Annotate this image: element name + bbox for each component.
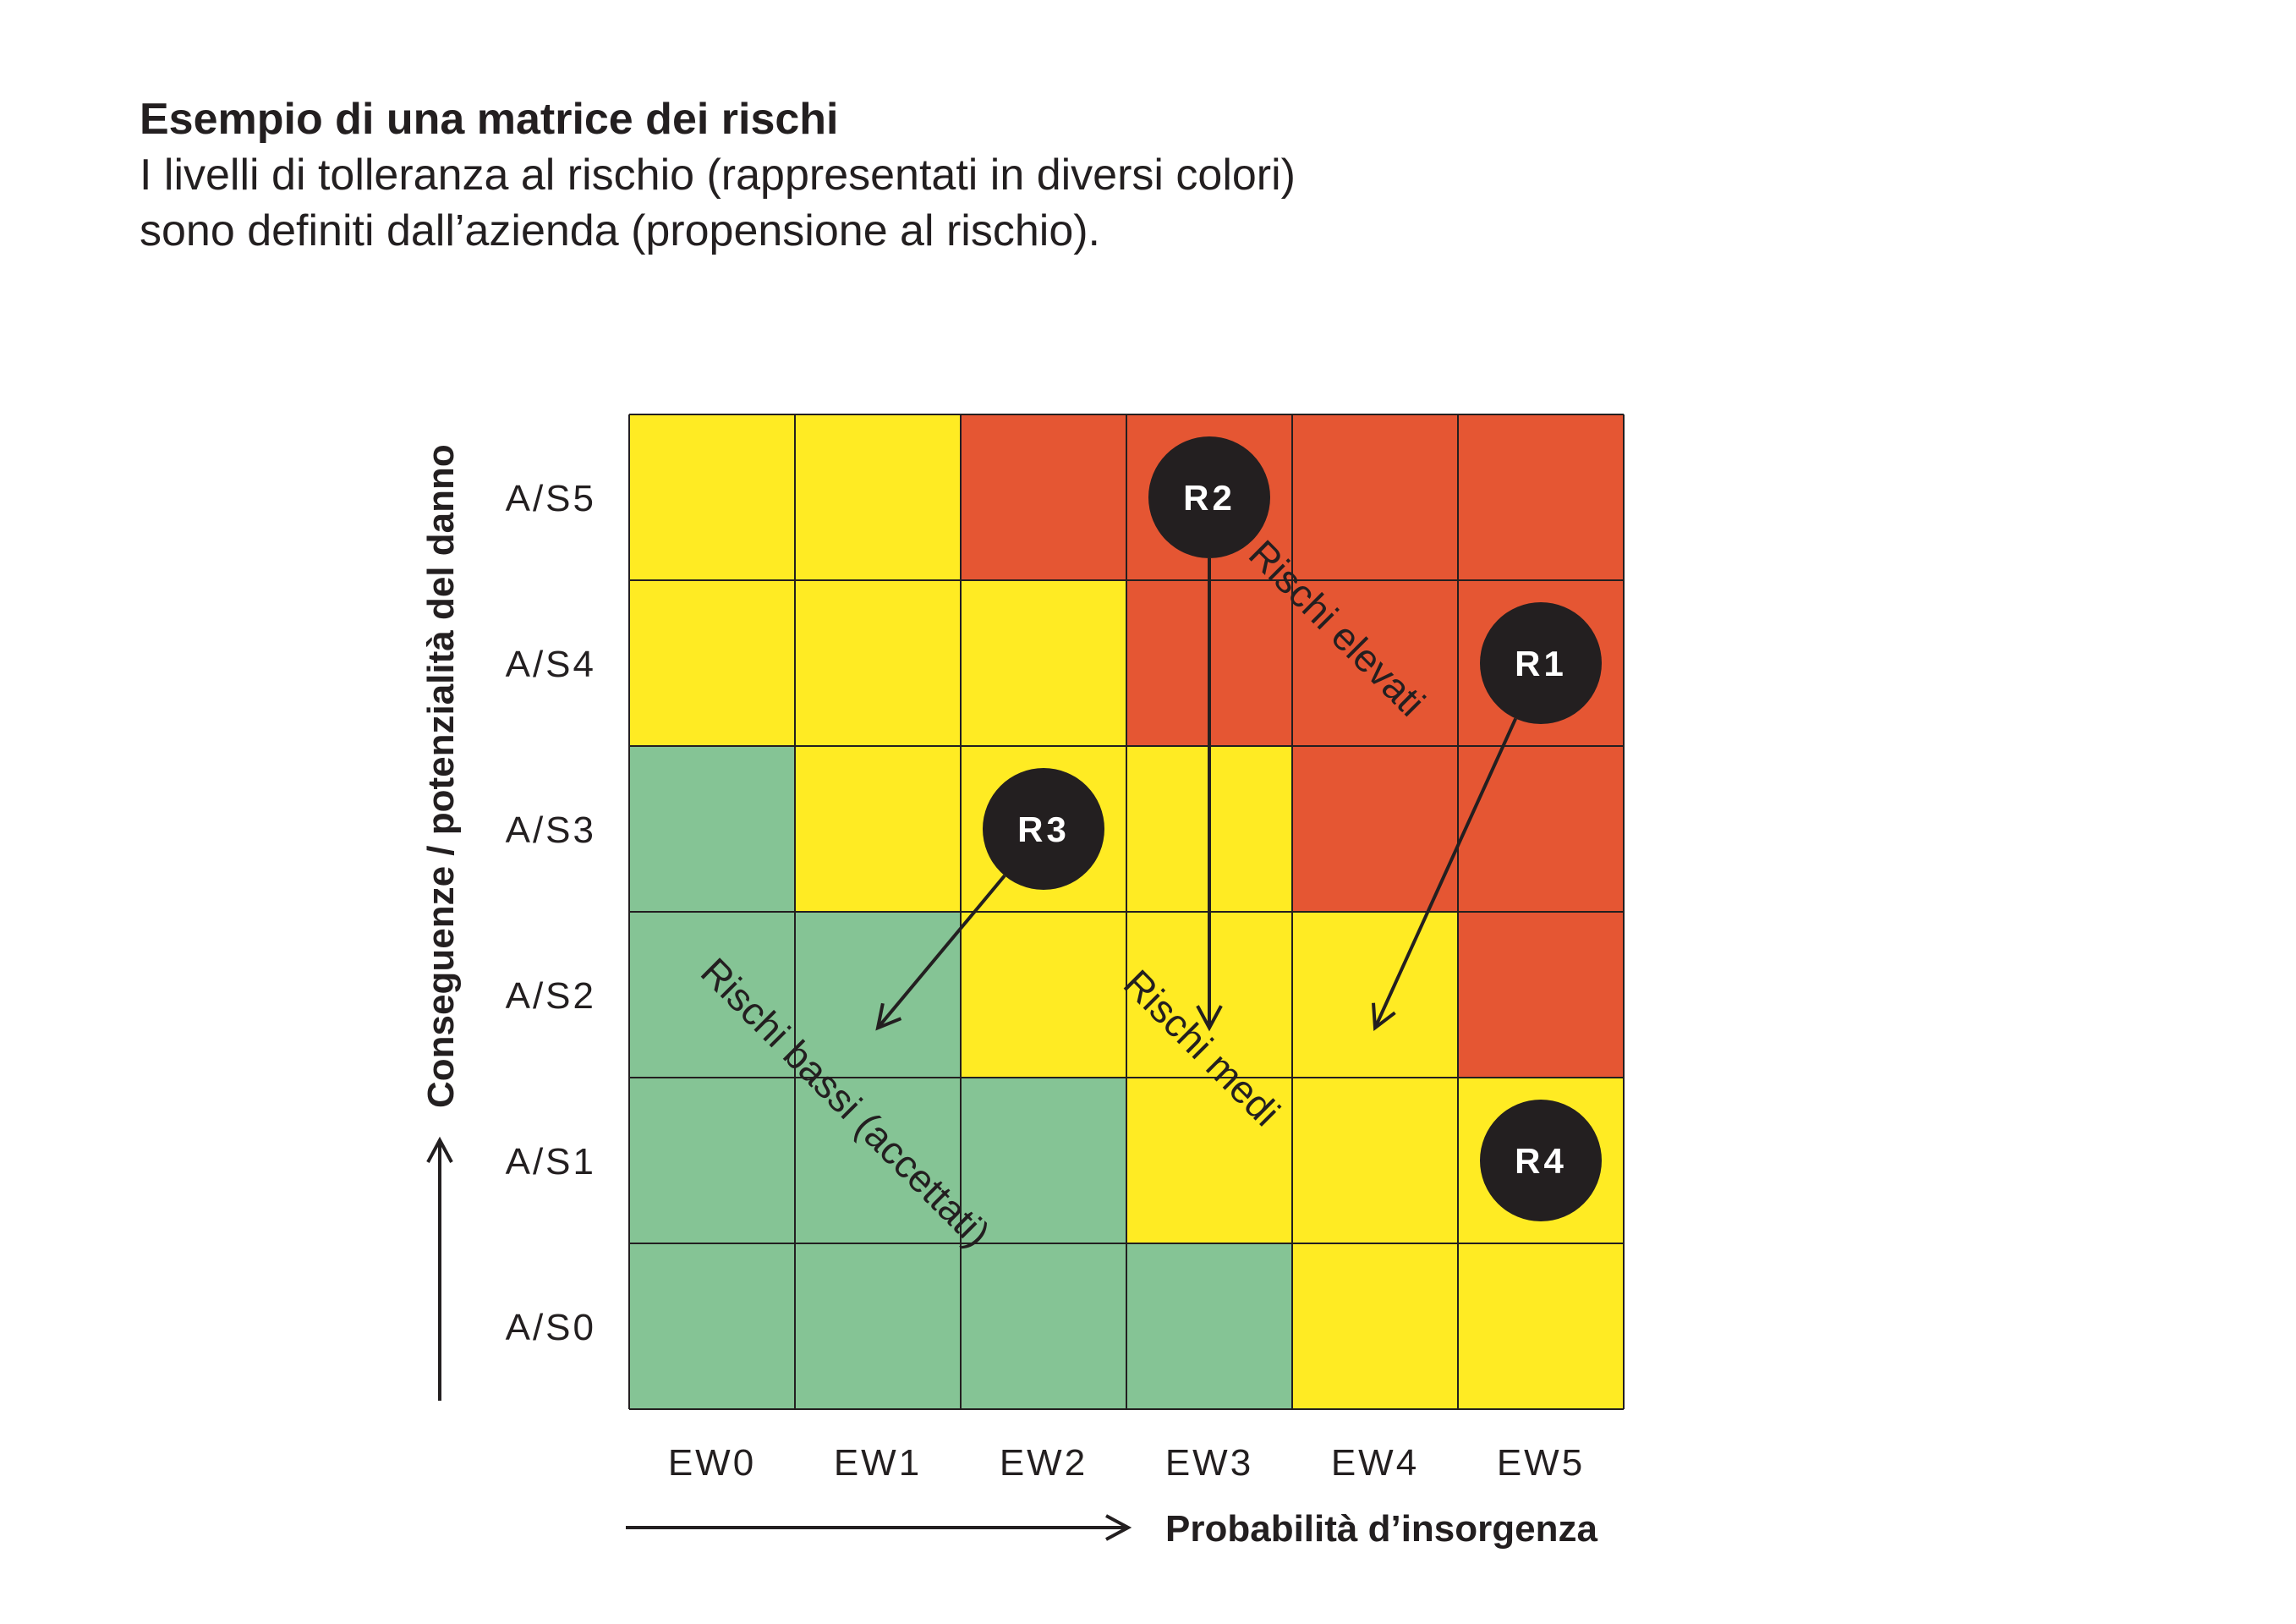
risk-circle	[983, 768, 1104, 890]
risk-circle	[1480, 1100, 1602, 1221]
risk-arrow-r3	[875, 875, 1006, 1031]
x-tick-label: EW4	[1331, 1442, 1419, 1484]
matrix-cell-ew1-as4	[795, 580, 961, 746]
matrix-cell-ew2-as5	[961, 414, 1126, 580]
matrix-cell-ew1-as2	[795, 912, 961, 1078]
risk-circle	[1148, 436, 1270, 558]
matrix-cell-ew4-as0	[1292, 1243, 1458, 1409]
heading: Esempio di una matrice dei rischi I live…	[140, 91, 2085, 259]
y-tick-label: A/S5	[506, 478, 596, 519]
risk-markers: R1 R2 R3 R4	[983, 436, 1602, 1221]
matrix-cell-ew1-as1	[795, 1078, 961, 1243]
y-tick-label: A/S4	[506, 644, 596, 685]
matrix-cell-ew4-as2	[1292, 912, 1458, 1078]
matrix-cell-ew5-as3	[1458, 746, 1624, 912]
matrix-cell-ew1-as0	[795, 1243, 961, 1409]
matrix-cell-ew0-as1	[629, 1078, 795, 1243]
risk-marker-r3: R3	[983, 768, 1104, 890]
y-tick-label: A/S3	[506, 809, 596, 851]
matrix-cell-ew0-as2	[629, 912, 795, 1078]
risk-label: R2	[1183, 478, 1236, 518]
x-tick-label: EW5	[1497, 1442, 1585, 1484]
matrix-cell-ew0-as3	[629, 746, 795, 912]
matrix-cell-ew0-as4	[629, 580, 795, 746]
matrix-cell-ew3-as1	[1126, 1078, 1292, 1243]
y-tick-label: A/S1	[506, 1141, 596, 1182]
matrix-cell-ew2-as2	[961, 912, 1126, 1078]
matrix-cell-ew4-as3	[1292, 746, 1458, 912]
matrix-cell-ew5-as0	[1458, 1243, 1624, 1409]
matrix-cell-ew4-as4	[1292, 580, 1458, 746]
x-tick-label: EW3	[1165, 1442, 1253, 1484]
risk-label: R4	[1515, 1141, 1567, 1181]
matrix-cell-ew5-as5	[1458, 414, 1624, 580]
x-tick-label: EW2	[1000, 1442, 1088, 1484]
matrix-gridlines	[628, 414, 1625, 1410]
risk-marker-r1: R1	[1480, 602, 1602, 724]
risk-label: R1	[1515, 644, 1567, 683]
subtitle-line-1: I livelli di tolleranza al rischio (rapp…	[140, 151, 1296, 200]
matrix-cell-ew5-as2	[1458, 912, 1624, 1078]
y-tick-labels: A/S0 A/S1 A/S2 A/S3 A/S4 A/S5	[506, 478, 596, 1348]
risk-label: R3	[1017, 809, 1070, 849]
matrix-cell-ew3-as0	[1126, 1243, 1292, 1409]
matrix-cell-ew4-as1	[1292, 1078, 1458, 1243]
risk-circle	[1480, 602, 1602, 724]
matrix-cell-ew1-as3	[795, 746, 961, 912]
risk-marker-r4: R4	[1480, 1100, 1602, 1221]
risk-marker-r2: R2	[1148, 436, 1270, 558]
matrix-cell-ew4-as5	[1292, 414, 1458, 580]
x-tick-label: EW0	[668, 1442, 756, 1484]
y-tick-label: A/S2	[506, 975, 596, 1017]
matrix-cell-ew1-as5	[795, 414, 961, 580]
risk-arrows	[875, 558, 1518, 1032]
matrix-cell-ew0-as5	[629, 414, 795, 580]
matrix-cell-ew2-as4	[961, 580, 1126, 746]
matrix-cell-ew2-as0	[961, 1243, 1126, 1409]
y-axis-title: Conseguenze / potenzialità del danno	[420, 444, 462, 1108]
page-title: Esempio di una matrice dei rischi	[140, 95, 839, 144]
subtitle-line-2: sono definiti dall’azienda (propensione …	[140, 206, 1101, 255]
x-tick-label: EW1	[834, 1442, 922, 1484]
risk-arrow-r1	[1372, 717, 1518, 1032]
x-axis-title: Probabilità d’insorgenza	[1165, 1508, 1597, 1550]
y-tick-label: A/S0	[506, 1307, 596, 1348]
x-tick-labels: EW0 EW1 EW2 EW3 EW4 EW5	[668, 1442, 1585, 1484]
matrix-cell-ew0-as0	[629, 1243, 795, 1409]
matrix-cell-ew2-as1	[961, 1078, 1126, 1243]
